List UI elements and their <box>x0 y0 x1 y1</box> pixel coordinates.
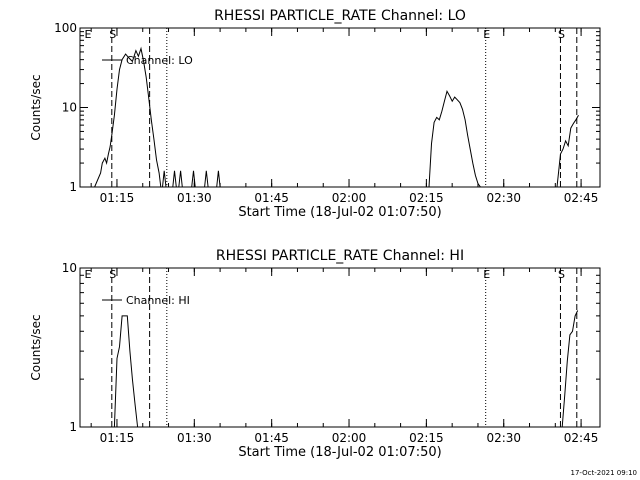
series-line <box>556 114 579 188</box>
x-tick-label: 01:45 <box>254 431 289 445</box>
x-tick-label: 01:30 <box>177 191 212 205</box>
series-line <box>178 170 183 188</box>
x-tick-label: 02:45 <box>564 431 599 445</box>
y-tick-label: 100 <box>54 21 77 35</box>
event-marker-label: E <box>84 28 91 41</box>
x-tick-label: 01:45 <box>254 191 289 205</box>
x-axis-label: Start Time (18-Jul-02 01:07:50) <box>238 205 441 220</box>
series-line <box>191 170 196 188</box>
x-tick-label: 01:15 <box>100 431 135 445</box>
x-tick-label: 02:45 <box>564 191 599 205</box>
x-tick-label: 02:00 <box>332 191 367 205</box>
y-tick-label: 10 <box>62 101 77 115</box>
series-line <box>428 89 481 188</box>
lo-channel-chart: RHESSI PARTICLE_RATE Channel: LO 01:15 01:… <box>29 8 601 220</box>
series-line <box>216 170 221 188</box>
event-marker-label: S <box>109 268 116 281</box>
series-line <box>172 170 177 188</box>
x-tick-label: 02:00 <box>332 431 367 445</box>
x-tick-label: 01:15 <box>100 191 135 205</box>
event-marker-label: S <box>109 28 116 41</box>
x-tick-label: 02:30 <box>486 431 521 445</box>
event-marker-label: S <box>558 28 565 41</box>
series-line <box>162 170 167 188</box>
chart-title: RHESSI PARTICLE_RATE Channel: HI <box>216 248 464 264</box>
x-tick-label: 02:30 <box>486 191 521 205</box>
plot-frame <box>79 27 601 188</box>
series-line <box>94 46 162 188</box>
legend-label: Channel: HI <box>126 294 190 307</box>
y-tick-label: 10 <box>62 261 77 275</box>
y-axis-label: Counts/sec <box>29 74 43 140</box>
hi-channel-chart: RHESSI PARTICLE_RATE Channel: HI 01:15 01:… <box>29 248 601 460</box>
x-tick-label: 01:30 <box>177 431 212 445</box>
plot-frame <box>79 267 601 428</box>
series-line <box>113 315 139 428</box>
y-axis-label: Counts/sec <box>29 314 43 380</box>
event-marker-label: E <box>84 268 91 281</box>
y-tick-label: 1 <box>69 420 77 434</box>
legend-label: Channel: LO <box>126 54 193 67</box>
x-tick-label: 02:15 <box>409 431 444 445</box>
y-tick-label: 1 <box>69 180 77 194</box>
event-marker-label: S <box>558 268 565 281</box>
event-marker-label: E <box>483 28 490 41</box>
footer-timestamp: 17-Oct-2021 09:10 <box>571 469 637 477</box>
series-line <box>561 310 579 428</box>
x-tick-label: 02:15 <box>409 191 444 205</box>
event-marker-label: E <box>483 268 490 281</box>
series-line <box>204 170 209 188</box>
chart-title: RHESSI PARTICLE_RATE Channel: LO <box>214 8 466 24</box>
x-axis-label: Start Time (18-Jul-02 01:07:50) <box>238 445 441 460</box>
